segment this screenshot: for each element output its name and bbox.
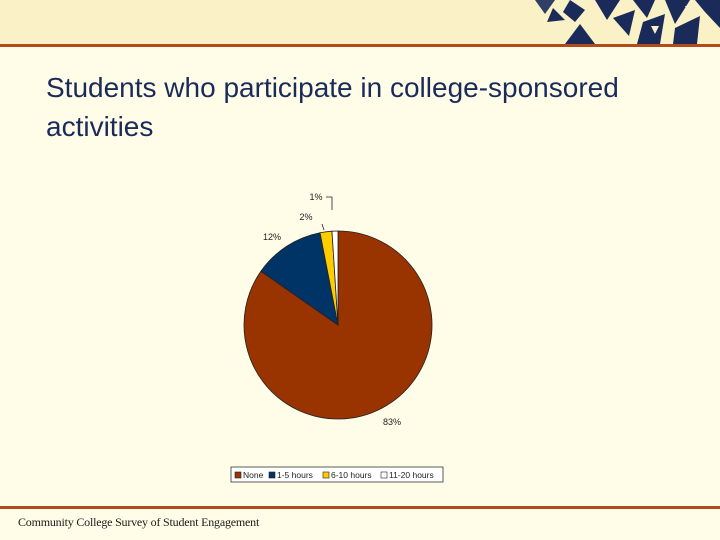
star-pattern-decoration — [535, 0, 720, 44]
pie-slice-none — [243, 230, 433, 420]
slide-title: Students who participate in college-spon… — [46, 72, 619, 142]
legend-label-none: None — [243, 470, 264, 480]
pie-chart: 83% 12% 2% 1% None 1-5 hours 6-10 hours 11-20 … — [230, 192, 444, 483]
data-label-1-5-hours: 12% — [263, 232, 281, 242]
data-label-none: 83% — [383, 417, 401, 427]
pie-slices — [243, 230, 433, 420]
legend-swatch-none — [234, 471, 242, 479]
chart-legend: None 1-5 hours 6-10 hours 11-20 hours — [230, 466, 444, 483]
legend-swatch-6-10-hours — [322, 471, 330, 479]
footer-source-text: Community College Survey of Student Enga… — [18, 515, 260, 529]
legend-label-6-10-hours: 6-10 hours — [331, 470, 372, 480]
footer-rule — [0, 506, 720, 509]
pie-slice-1-5-hours — [260, 232, 339, 326]
header-rule — [0, 44, 720, 47]
legend-label-1-5-hours: 1-5 hours — [277, 470, 313, 480]
pie-slice-11-20-hours — [331, 230, 339, 326]
legend-swatch-1-5-hours — [268, 471, 276, 479]
legend-box — [230, 466, 444, 483]
legend-swatch-11-20-hours — [380, 471, 388, 479]
pie-data-labels: 83% 12% 2% 1% — [263, 192, 401, 427]
leader-line-6-10-hours — [321, 223, 325, 231]
data-label-11-20-hours: 1% — [309, 192, 322, 202]
legend-label-11-20-hours: 11-20 hours — [389, 470, 434, 480]
data-label-6-10-hours: 2% — [299, 212, 312, 222]
pie-leader-lines — [321, 196, 333, 231]
leader-line-11-20-hours — [326, 196, 333, 210]
